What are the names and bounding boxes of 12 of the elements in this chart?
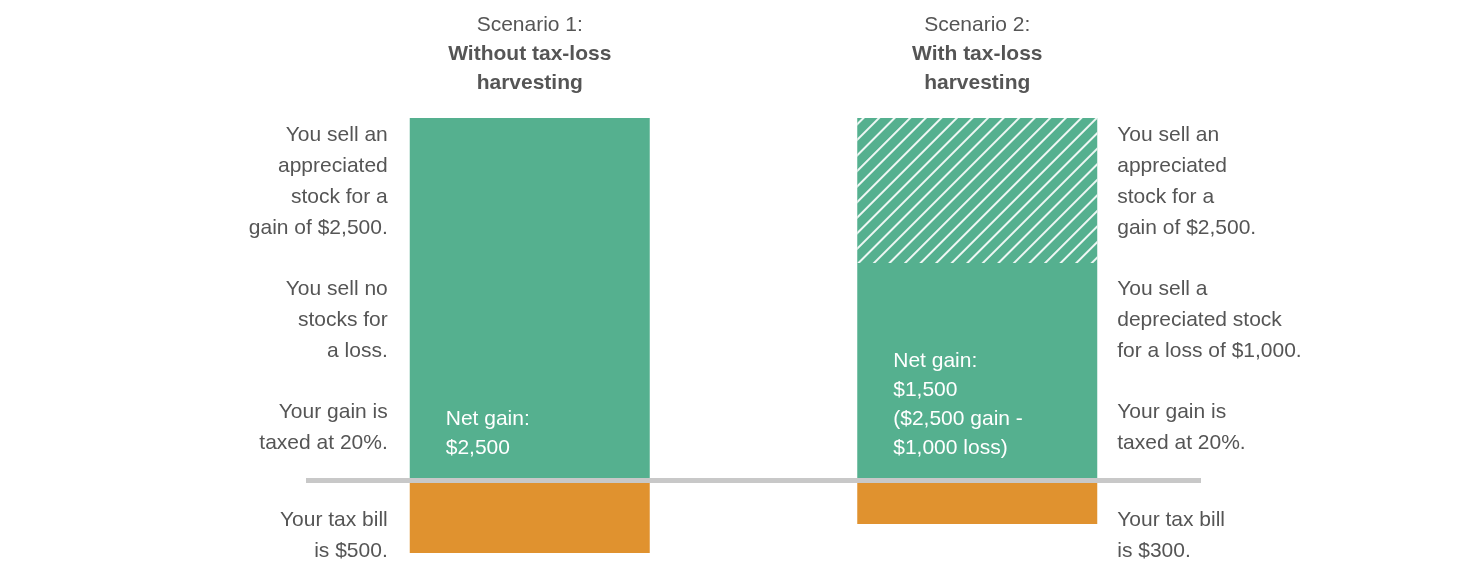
x-tick-label: Scenario 1: Without tax-loss harvesting — [448, 12, 612, 93]
annotation: Your tax bill is $300. — [1117, 507, 1226, 561]
annotation: You sell no stocks for a loss. — [285, 276, 388, 361]
annotation: You sell an appreciated stock for a gain of $2,500. — [1117, 122, 1257, 238]
annotation: Your gain is taxed at 20%. — [259, 399, 388, 453]
data-label: Net gain: $1,500 ($2,500 gain - $1,000 loss) — [893, 347, 1023, 458]
annotation: Your gain is taxed at 20%. — [1117, 399, 1246, 453]
annotation: Your tax bill is $500. — [279, 507, 388, 561]
x-tick-label: Scenario 2: With tax-loss harvesting — [912, 12, 1043, 93]
annotation: You sell an appreciated stock for a gain of $2,500. — [248, 122, 389, 238]
data-label: Net gain: $2,500 — [445, 405, 530, 458]
annotation: You sell a depreciated stock for a loss of $1,000. — [1117, 276, 1302, 361]
